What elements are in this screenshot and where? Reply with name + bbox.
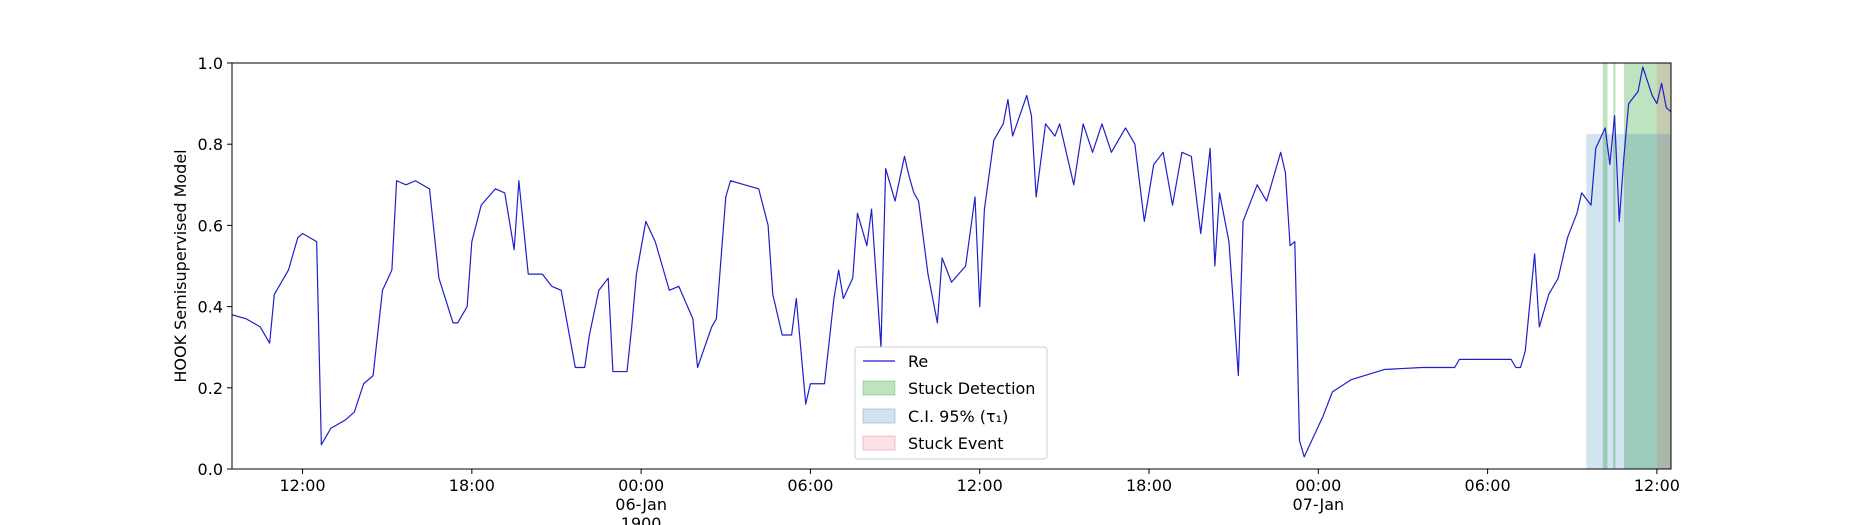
legend-patch xyxy=(862,408,896,424)
span xyxy=(1613,63,1616,469)
y-axis-label: HOOK Semisupervised Model xyxy=(171,149,190,382)
x-tick-label: 12:00 xyxy=(279,476,325,495)
y-tick-label: 1.0 xyxy=(198,54,223,73)
y-tick-label: 0.6 xyxy=(198,216,223,235)
y-tick-label: 0.4 xyxy=(198,298,223,317)
legend-label: Re xyxy=(908,352,928,371)
span xyxy=(1602,63,1608,469)
x-tick-label: 18:00 xyxy=(1126,476,1172,495)
x-tick-label: 06:00 xyxy=(787,476,833,495)
x-tick-label: 12:00 xyxy=(957,476,1003,495)
legend-label: Stuck Detection xyxy=(908,379,1035,398)
legend-patch xyxy=(862,435,896,451)
span xyxy=(1656,63,1671,469)
y-tick-label: 0.2 xyxy=(198,379,223,398)
y-tick-label: 0.8 xyxy=(198,135,223,154)
x-tick-label: 00:00 06-Jan 1900 xyxy=(615,476,667,525)
y-tick-label: 0.0 xyxy=(198,460,223,479)
data-line xyxy=(232,66,1671,458)
x-tick-label: 18:00 xyxy=(449,476,495,495)
span xyxy=(1623,63,1671,469)
legend-label: C.I. 95% (τ₁) xyxy=(908,407,1008,426)
span xyxy=(1586,134,1671,469)
x-tick-label: 06:00 xyxy=(1465,476,1511,495)
legend-box xyxy=(854,346,1048,460)
legend-patch xyxy=(862,380,896,396)
legend-label: Stuck Event xyxy=(908,434,1004,453)
axes-frame xyxy=(231,62,1672,470)
x-tick-label: 00:00 07-Jan xyxy=(1292,476,1344,514)
x-tick-label: 12:00 xyxy=(1634,476,1680,495)
